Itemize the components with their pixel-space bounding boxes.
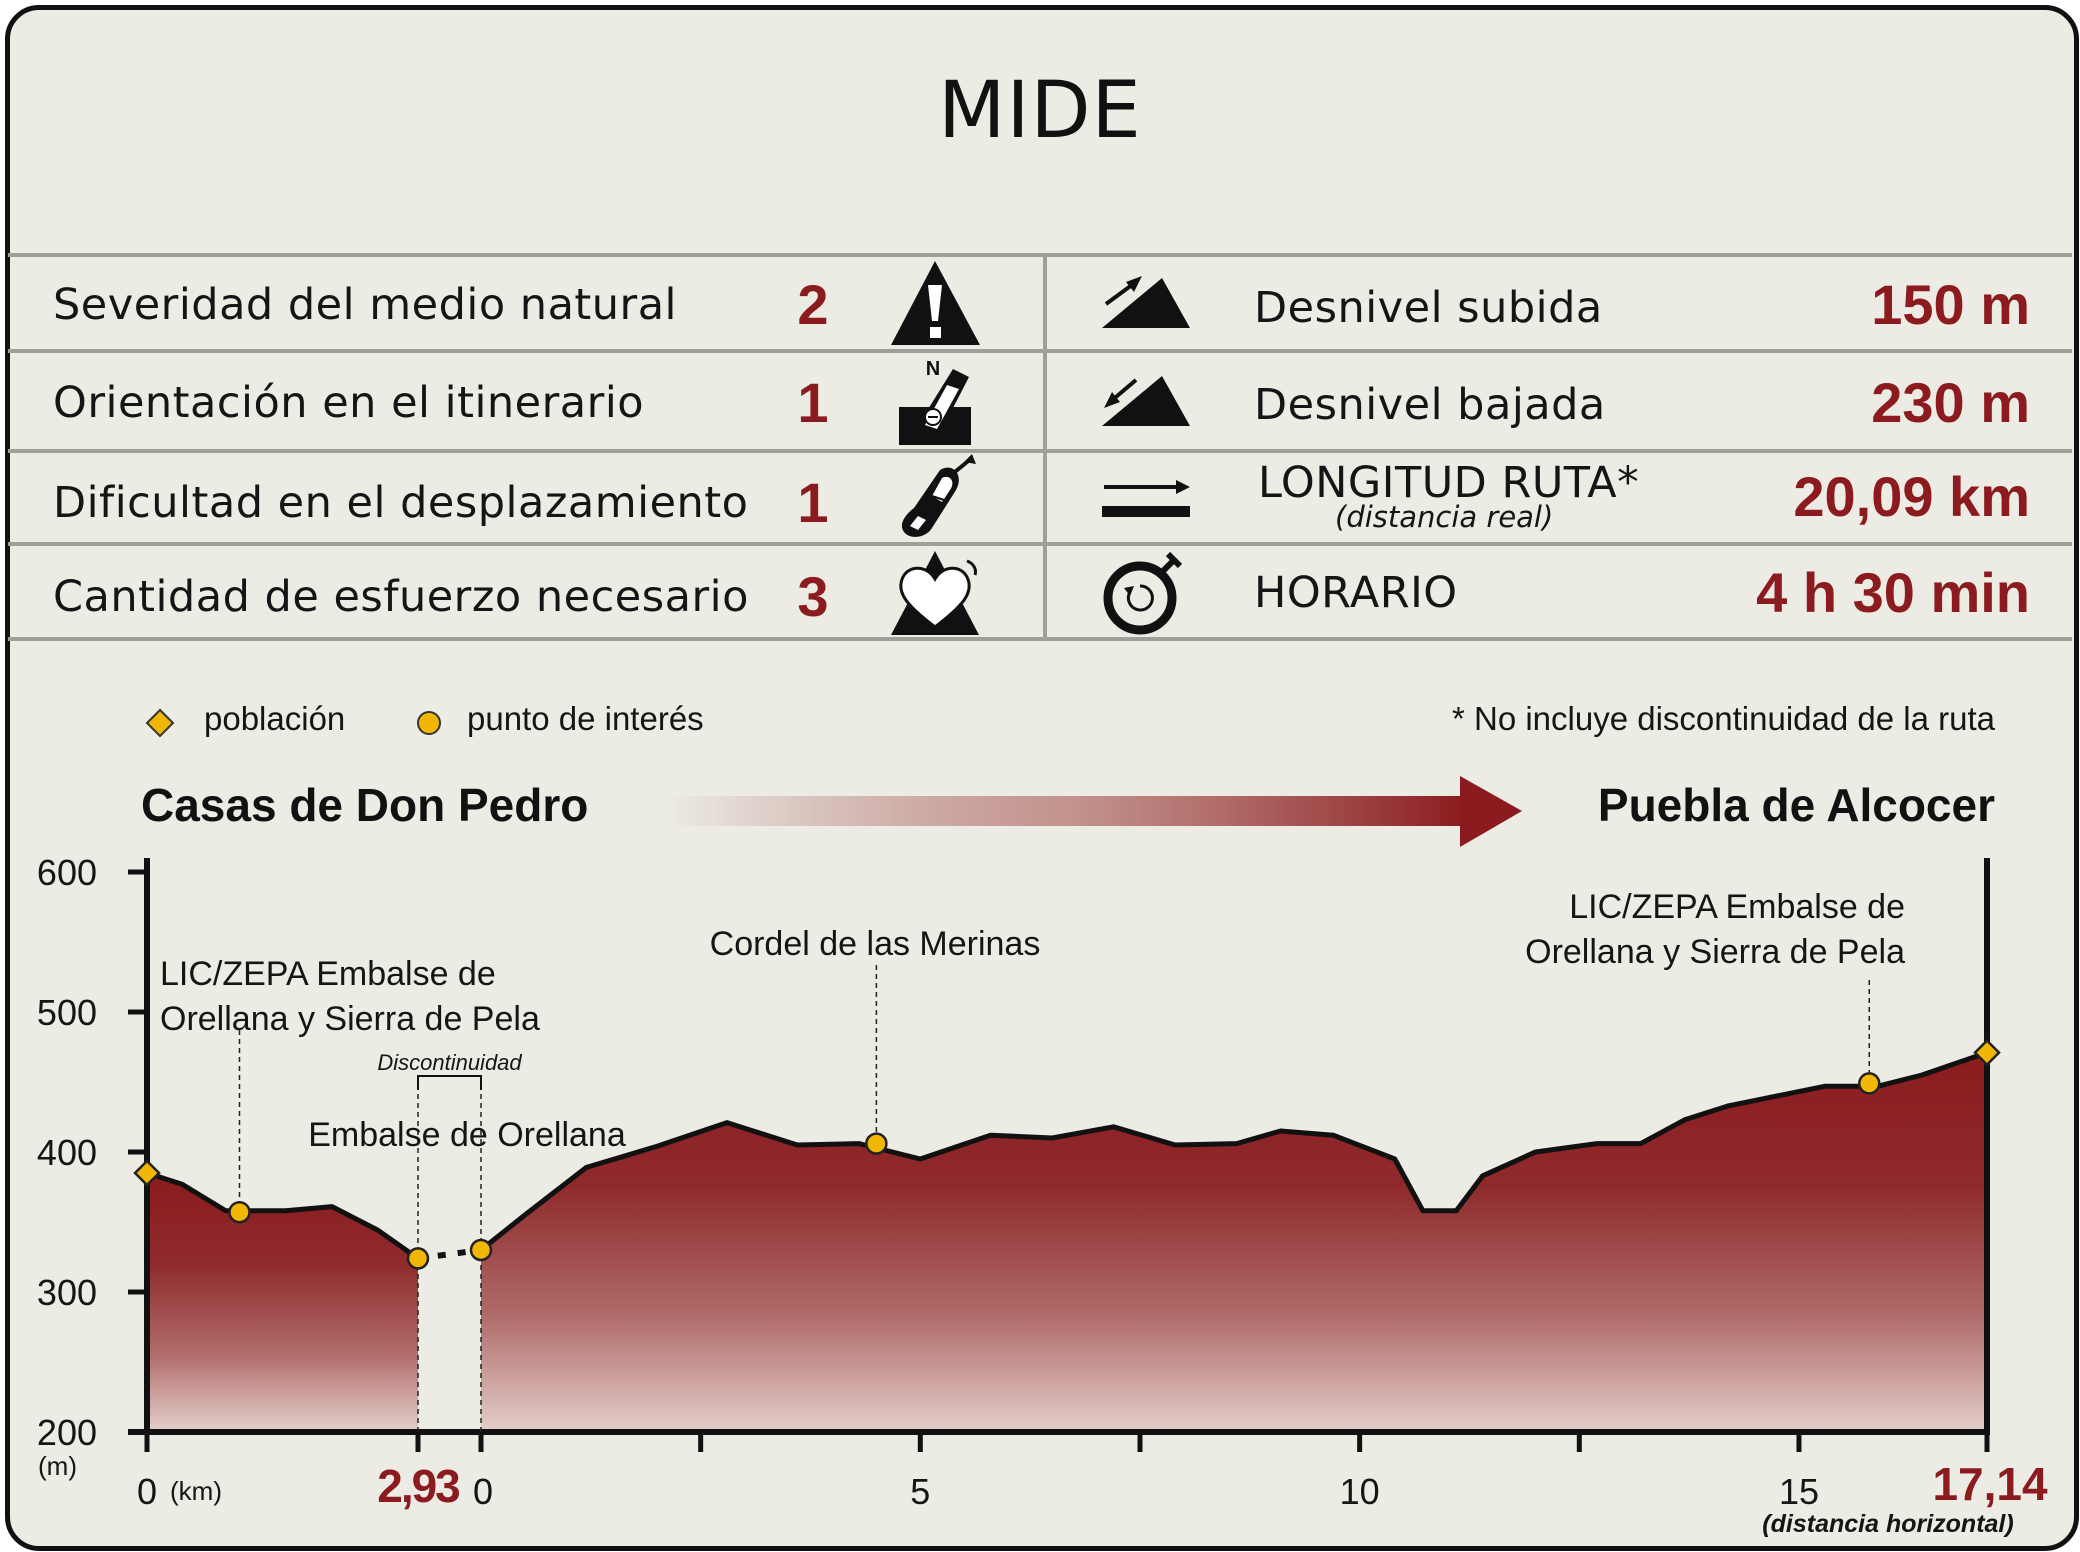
poi-label-1-0: Embalse de Orellana — [308, 1116, 626, 1154]
warning-triangle-icon — [891, 261, 980, 345]
divider — [1043, 253, 1047, 637]
compass-orientation-icon: N — [899, 358, 971, 445]
stat-value-descent: 230 m — [1871, 371, 2030, 434]
y-tick-label-200: 200 — [37, 1412, 97, 1453]
x-axis-unit-label: (km) — [170, 1476, 222, 1506]
stat-label-length: LONGITUD RUTA* — [1258, 458, 1640, 508]
profile-line-segment-0 — [146, 1170, 420, 1261]
profile-area-segment-1 — [481, 1052, 1987, 1432]
stat-label-ascent: Desnivel subida — [1254, 283, 1603, 333]
stopwatch-icon — [1103, 551, 1183, 635]
poi-label-3-0: Cordel de las Merinas — [710, 925, 1041, 963]
divider — [8, 253, 2072, 257]
town-marker-0 — [133, 1159, 161, 1187]
discontinuity-label: Discontinuidad — [377, 1050, 522, 1075]
footprint-icon — [901, 454, 976, 537]
mide-label-severidad: Severidad del medio natural — [53, 280, 678, 330]
x-tick-label-5: 5 — [910, 1471, 930, 1512]
mide-label-esfuerzo: Cantidad de esfuerzo necesario — [53, 572, 749, 622]
route-direction-arrow-icon — [670, 776, 1522, 847]
profile-line-segment-1 — [479, 1050, 1988, 1252]
x-restart-label: 0 — [473, 1471, 493, 1512]
y-tick-label-300: 300 — [37, 1272, 97, 1313]
legend-note: * No incluye discontinuidad de la ruta — [1451, 700, 1995, 737]
stat-label-descent: Desnivel bajada — [1254, 380, 1606, 430]
mide-value-esfuerzo: 3 — [797, 565, 829, 628]
poblacion-marker-icon — [145, 708, 175, 738]
divider — [8, 542, 2072, 546]
distance-arrow-icon — [1102, 480, 1190, 517]
poi-marker-1 — [406, 1247, 430, 1270]
mide-value-orientacion: 1 — [797, 371, 829, 434]
town-marker-1 — [1973, 1038, 2001, 1067]
stat-value-ascent: 150 m — [1871, 273, 2030, 336]
heart-effort-icon — [891, 551, 979, 635]
poi-marker-4 — [1858, 1072, 1881, 1095]
mide-label-orientacion: Orientación en el itinerario — [53, 378, 645, 428]
divider — [8, 637, 2072, 641]
stat-value-time: 4 h 30 min — [1756, 561, 2030, 624]
stat-label-time: HORARIO — [1254, 568, 1458, 618]
poi-label-4-1: Orellana y Sierra de Pela — [1525, 933, 1905, 971]
poi-label-0-0: LIC/ZEPA Embalse de — [160, 955, 496, 993]
punto-interes-marker-icon — [417, 711, 441, 735]
descent-icon — [1102, 376, 1190, 426]
poi-marker-3 — [865, 1132, 888, 1155]
stat-value-length: 20,09 km — [1793, 465, 2030, 528]
divider — [8, 349, 2072, 353]
route-end: Puebla de Alcocer — [1597, 779, 1995, 831]
poi-label-4-0: LIC/ZEPA Embalse de — [1569, 888, 1905, 926]
poi-marker-0 — [228, 1200, 251, 1224]
stat-sublabel-length: (distancia real) — [1335, 500, 1554, 534]
route-start: Casas de Don Pedro — [141, 779, 589, 831]
legend-poblacion: población — [204, 700, 346, 737]
ascent-icon — [1102, 276, 1190, 328]
divider — [8, 449, 2072, 453]
y-tick-label-500: 500 — [37, 992, 97, 1033]
x-gap-label: 2,93 — [377, 1460, 459, 1512]
x-tick-label-0: 0 — [137, 1471, 157, 1512]
x-tick-label-15: 15 — [1779, 1471, 1819, 1512]
mide-label-dificultad: Dificultad en el desplazamiento — [53, 478, 749, 528]
x-tick-label-10: 10 — [1340, 1471, 1380, 1512]
page-title: MIDE — [938, 66, 1142, 156]
y-tick-label-600: 600 — [37, 852, 97, 893]
x-total-label: 17,14 — [1932, 1458, 2048, 1510]
legend-punto-interes: punto de interés — [467, 700, 704, 737]
x-axis-note: (distancia horizontal) — [1762, 1510, 2013, 1538]
mide-value-dificultad: 1 — [797, 471, 829, 534]
discontinuity-bracket — [417, 1075, 482, 1090]
y-axis-unit-label: (m) — [38, 1451, 77, 1481]
svg-text:N: N — [926, 358, 940, 380]
poi-label-0-1: Orellana y Sierra de Pela — [160, 1000, 540, 1038]
profile-area-segment-0 — [147, 1173, 418, 1432]
mide-value-severidad: 2 — [797, 273, 829, 336]
y-tick-label-400: 400 — [37, 1132, 97, 1173]
poi-marker-2 — [469, 1238, 493, 1262]
